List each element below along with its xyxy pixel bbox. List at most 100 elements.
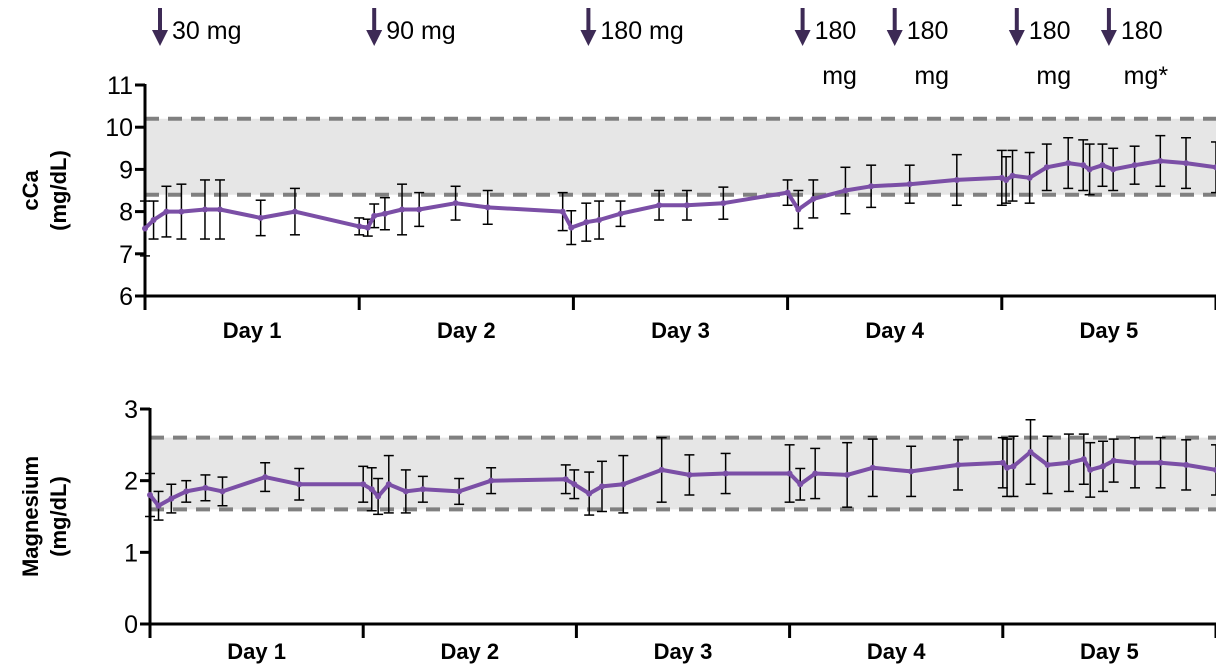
data-point [568, 224, 575, 231]
data-point [1157, 157, 1164, 164]
dose-arrow-icon [152, 30, 168, 46]
data-point [257, 214, 264, 221]
data-point [364, 224, 371, 231]
data-point [163, 208, 170, 215]
data-point [683, 202, 690, 209]
data-point [1004, 464, 1011, 471]
data-point [583, 219, 590, 226]
data-point [1110, 166, 1117, 173]
data-point [456, 488, 463, 495]
data-point [955, 461, 962, 468]
dose-label-line2: mg* [1124, 62, 1169, 90]
y-axis-label: cCa (mg/dL) [18, 150, 71, 231]
dose-label-line2: mg [914, 62, 949, 90]
day-label: Day 3 [654, 639, 713, 664]
data-point [1010, 463, 1017, 470]
data-point [658, 466, 665, 473]
dose-label: 180 [815, 17, 857, 45]
y-axis-label-line1: cCa [18, 170, 43, 211]
data-point [484, 204, 491, 211]
data-point [812, 470, 819, 477]
dose-label: 180 [907, 17, 949, 45]
data-point [1183, 160, 1190, 167]
data-point [178, 208, 185, 215]
dose-arrow-icon [886, 30, 903, 46]
data-point [908, 468, 915, 475]
data-point [868, 183, 875, 190]
dose-label: 90 mg [386, 17, 455, 45]
data-point [810, 195, 817, 202]
y-axis-label-line2: (mg/dL) [46, 150, 71, 231]
data-point [385, 481, 392, 488]
data-point [1026, 174, 1033, 181]
data-point [219, 488, 226, 495]
y-tick-label: 2 [124, 468, 138, 496]
dose-label-line2: mg [1036, 62, 1071, 90]
data-point [1080, 456, 1087, 463]
data-point [999, 459, 1006, 466]
day-label: Day 3 [651, 318, 710, 343]
data-point [291, 208, 298, 215]
day-label: Day 5 [1080, 318, 1139, 343]
y-axis-label: Magnesium (mg/dL) [18, 456, 71, 577]
data-point [1213, 466, 1216, 473]
data-point [1131, 162, 1138, 169]
dose-arrow-icon [1100, 30, 1117, 46]
y-axis-label-line1: Magnesium [18, 456, 43, 577]
data-point [216, 206, 223, 213]
y-tick-label: 10 [105, 114, 133, 142]
y-tick-label: 9 [119, 156, 133, 184]
dose-arrow-icon [366, 30, 383, 46]
day-label: Day 1 [223, 318, 282, 343]
data-point [1131, 459, 1138, 466]
y-tick-label: 7 [119, 241, 133, 269]
data-point [150, 217, 157, 224]
data-point [869, 464, 876, 471]
data-point [620, 481, 627, 488]
dose-arrow-icon [580, 30, 597, 46]
data-point [1044, 461, 1051, 468]
data-point [797, 481, 804, 488]
data-point [784, 189, 791, 196]
dose-label: 180 [1029, 17, 1071, 45]
data-point [617, 210, 624, 217]
data-point [452, 200, 459, 207]
data-point [155, 502, 162, 509]
dose-annotation: 180 mg* [1100, 8, 1169, 90]
y-tick-label: 8 [119, 199, 133, 227]
y-tick-label: 6 [119, 283, 133, 311]
y-tick-label: 11 [107, 72, 133, 100]
data-point [368, 486, 375, 493]
dose-annotation: 180 mg [580, 8, 684, 46]
data-point [1027, 449, 1034, 455]
dose-label: 30 mg [172, 17, 241, 45]
data-point [168, 495, 175, 502]
data-point [147, 492, 153, 498]
dose-annotation: 90 mg [366, 8, 456, 46]
dose-annotation: 180 mg [794, 8, 857, 90]
data-point [1110, 457, 1117, 464]
data-point [381, 210, 388, 217]
data-point [399, 206, 406, 213]
day-label: Day 5 [1080, 639, 1139, 664]
data-point [1099, 162, 1106, 169]
data-point [488, 477, 495, 484]
data-point [1065, 160, 1072, 167]
data-point [795, 206, 802, 213]
data-point [416, 206, 423, 213]
data-point [656, 202, 663, 209]
dose-arrow-icon [794, 30, 811, 46]
data-point [906, 181, 913, 188]
reference-band [145, 118, 1216, 195]
day-label: Day 4 [865, 318, 924, 343]
data-point [1043, 164, 1050, 171]
data-point [1213, 164, 1216, 171]
data-point [356, 223, 363, 230]
y-axis-label-line2: (mg/dL) [46, 476, 71, 557]
data-point [419, 486, 426, 493]
data-point [953, 176, 960, 183]
data-point [586, 490, 593, 497]
y-tick-label: 3 [124, 396, 138, 424]
day-label: Day 2 [440, 639, 499, 664]
